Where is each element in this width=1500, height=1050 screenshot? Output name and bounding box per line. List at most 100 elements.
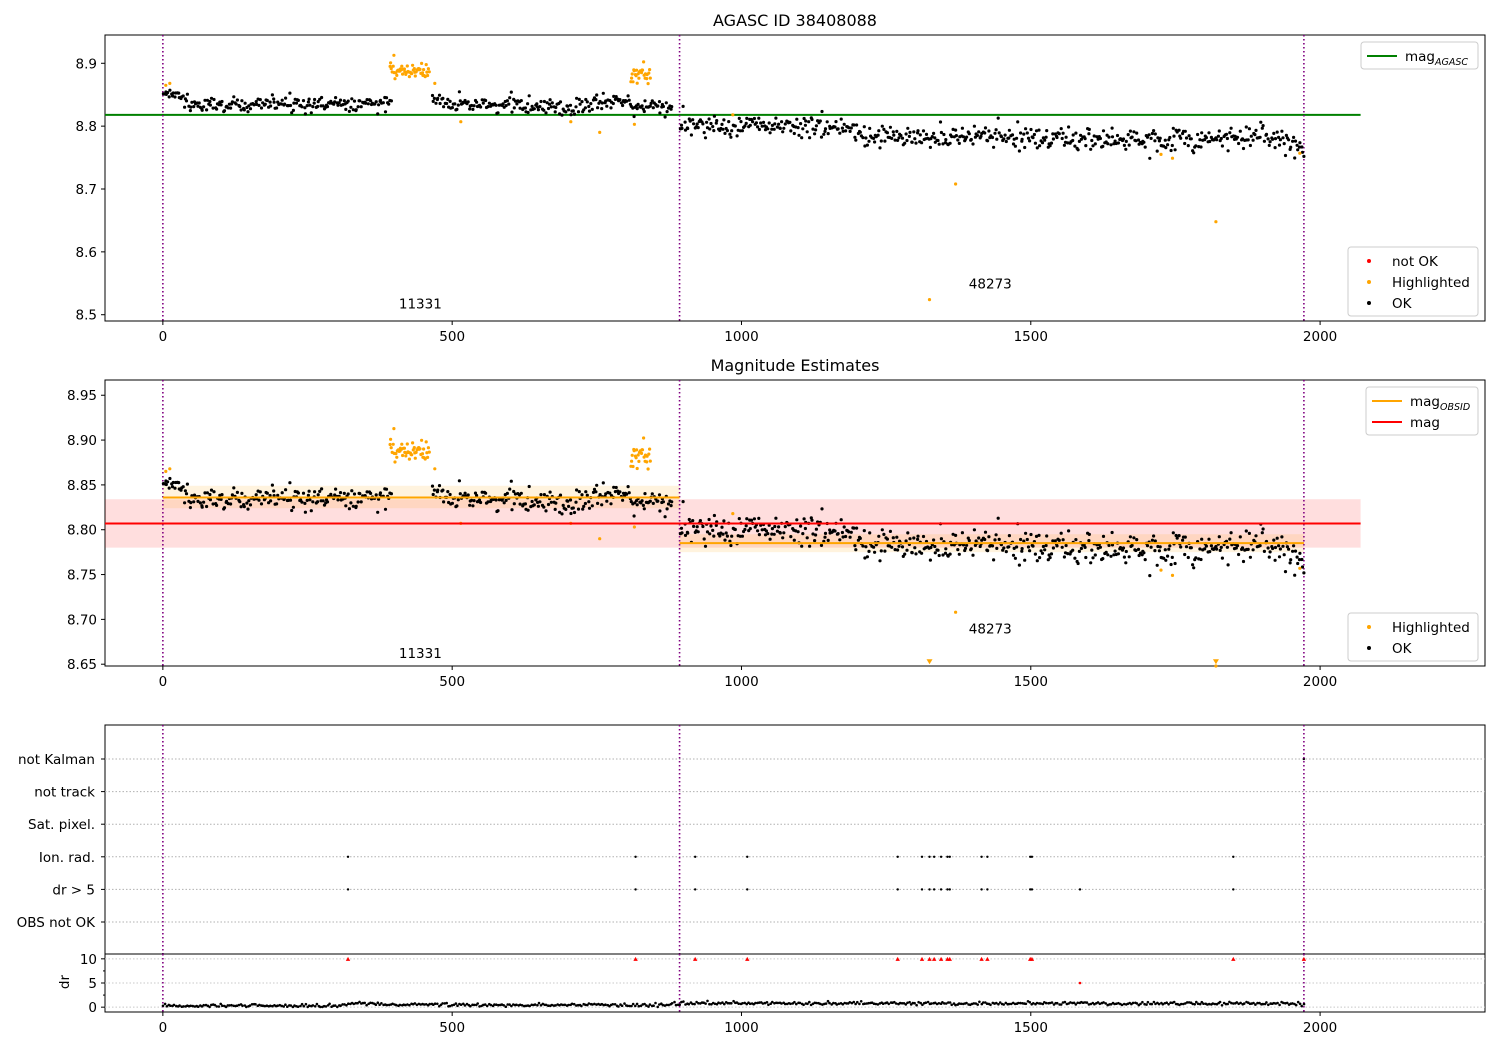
ok-point [1218,548,1222,553]
ok-point [1011,142,1016,146]
dr-point [1195,1000,1198,1004]
ok-point [532,503,536,507]
highlighted-point [648,447,652,451]
ok-point [1298,141,1302,145]
dr-point [248,1004,252,1007]
dr-point [1028,1001,1032,1004]
flag-row-label: not Kalman [18,752,95,768]
ok-point [1215,547,1219,551]
ok-point [1254,128,1258,132]
highlighted-point [630,459,634,463]
ok-point [542,493,547,497]
ok-point [773,122,777,126]
dr-point [1252,1001,1255,1005]
dr-point [697,1002,700,1005]
dr-point [874,1002,878,1006]
dr-point [906,1001,909,1005]
ok-point [546,106,551,111]
ok-point [760,124,764,128]
ok-point [878,146,882,150]
ok-point [619,101,624,105]
dr-point [1002,1003,1005,1006]
ok-point [1217,535,1221,539]
dr-point [1211,1002,1215,1005]
ok-point [1124,549,1128,554]
ok-point [1153,139,1157,143]
ok-point [526,508,530,512]
ok-point [1152,129,1156,133]
ok-point [561,503,565,507]
ok-point [431,99,435,103]
ok-point [901,554,905,559]
dr-point [1235,1001,1239,1004]
ok-point [759,523,763,527]
x-tick-label: 2000 [1303,1020,1337,1036]
ok-point [1150,538,1154,542]
ok-point [663,515,667,519]
ok-point [1179,136,1183,140]
ok-point [842,525,846,529]
ok-point [494,498,498,502]
ok-point [1083,545,1087,550]
ok-point [892,133,896,137]
dr-point [347,1002,350,1005]
dr-point [1169,1001,1172,1004]
ok-point [234,102,238,106]
ok-point [1169,562,1173,567]
ok-point [822,132,826,136]
ok-point [1167,547,1171,551]
ok-point [988,544,992,548]
ok-point [967,538,971,543]
ok-point [848,535,852,539]
highlighted-point [426,67,430,71]
ok-point [358,99,362,103]
ok-point [772,532,776,536]
ok-point [1074,131,1078,135]
dr-clipped-marker [979,956,984,961]
ok-point [374,100,378,104]
ok-point [670,500,674,504]
ok-point [849,126,853,130]
ok-point [1168,135,1172,140]
ok-point [1057,132,1061,136]
dr-point [904,1003,908,1006]
ok-point [781,130,785,134]
dr-point [723,1002,726,1006]
ok-point [910,140,914,144]
ok-point [906,126,910,130]
ok-point [219,103,223,107]
ok-point [1002,546,1006,550]
ok-point [627,98,631,102]
ok-point [1148,574,1152,578]
ok-point [1087,539,1091,543]
dr-point [478,1005,481,1008]
dr-point [189,1004,192,1008]
ok-point [430,484,435,488]
dr-point [576,1003,580,1007]
ok-point [377,103,381,107]
ok-point [171,91,175,95]
ok-point [729,543,733,548]
dr-point [178,1004,181,1007]
y-tick-label: 8.80 [67,523,97,539]
ok-point [468,107,472,111]
dr-axis-label: dr [57,974,73,989]
x-tick-label: 2000 [1303,674,1337,690]
ok-point [354,504,358,508]
y-tick-label: 8.90 [67,433,97,449]
ok-point [1066,141,1070,145]
dr-clipped-marker [985,956,990,961]
dr-point [1200,1000,1204,1004]
ok-point [301,99,306,103]
ok-point [1295,555,1299,559]
ok-point [192,105,196,109]
ok-point [320,95,324,100]
y-tick-label: 8.9 [76,56,97,72]
ok-point [1098,545,1102,549]
ok-point [728,539,732,543]
ok-point [725,534,730,538]
dr-point [1102,1001,1105,1004]
ok-point [600,101,604,105]
ok-point [255,102,259,106]
dr-point [637,1004,641,1008]
